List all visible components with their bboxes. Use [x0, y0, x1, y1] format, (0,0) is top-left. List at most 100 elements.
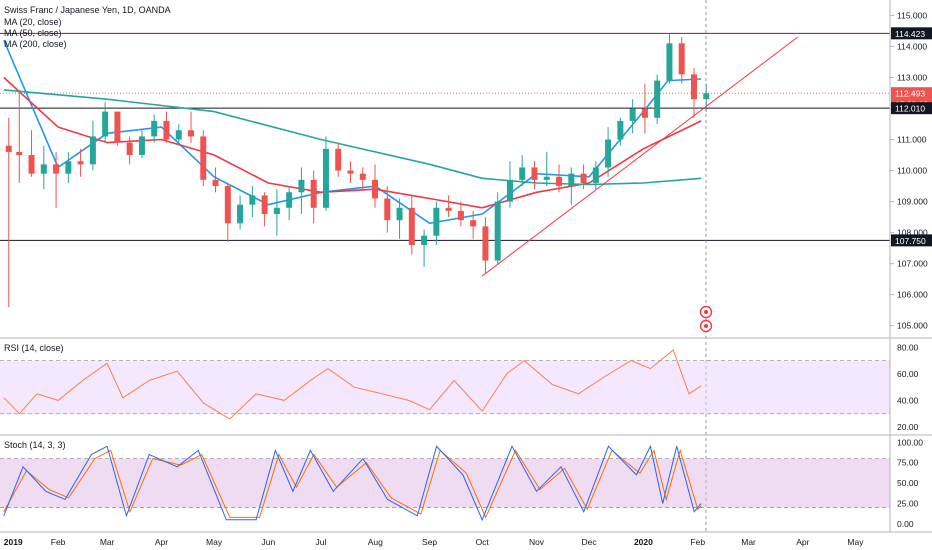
candle-body	[65, 161, 72, 174]
candle-body	[212, 179, 219, 187]
ma200-legend[interactable]: MA (200, close)	[4, 39, 67, 49]
candle-body	[237, 204, 244, 224]
time-axis[interactable]: 2019 Feb Mar Apr May Jun Jul Aug Sep Oct Nov Dec 202…	[4, 537, 864, 547]
trend-line[interactable]	[481, 36, 798, 277]
candle-body	[396, 207, 403, 221]
price-label: 114.423	[895, 29, 925, 39]
ma50-legend[interactable]: MA (50, close)	[4, 28, 62, 38]
price-label-box	[891, 27, 932, 40]
candle-body	[506, 179, 513, 202]
osc-tick-label: 20.00	[897, 422, 919, 432]
osc-tick-label: 80.00	[897, 342, 919, 352]
price-label: 107.750	[895, 236, 926, 246]
price-label-box	[891, 234, 932, 247]
time-tick-label: Jun	[262, 537, 276, 547]
axes	[0, 0, 932, 533]
candle-body	[138, 136, 145, 156]
ma20-legend[interactable]: MA (20, close)	[4, 17, 62, 27]
price-tick-label: 109.000	[897, 197, 928, 207]
candle-body	[359, 173, 366, 180]
candle-body	[531, 167, 538, 180]
candle-body	[335, 148, 342, 171]
candle-body	[175, 130, 182, 140]
price-tick-label: 115.000	[897, 10, 927, 20]
candle-body	[678, 43, 685, 75]
stoch-pane[interactable]: 100.00 75.00 50.00 25.00 0.00	[0, 437, 923, 529]
candle-body	[163, 120, 170, 140]
price-tick-label: 114.000	[897, 41, 927, 51]
candle-body	[28, 155, 35, 174]
osc-tick-label: 40.00	[897, 395, 919, 405]
time-tick-label: Aug	[368, 537, 383, 547]
time-tick-label: Sep	[422, 537, 437, 547]
time-tick-label: Oct	[476, 537, 490, 547]
time-tick-label: Feb	[690, 537, 705, 547]
candle-body	[457, 210, 464, 221]
candle-body	[372, 179, 379, 199]
candle-body	[519, 167, 526, 180]
osc-line	[3, 448, 702, 519]
candle-body	[249, 195, 256, 205]
horizontal-lines[interactable]	[0, 32, 890, 241]
osc-tick-label: 50.00	[897, 478, 919, 488]
price-label: 112.010	[895, 104, 925, 114]
osc-tick-label: 0.00	[897, 519, 914, 529]
candlesticks[interactable]	[5, 34, 710, 308]
candle-body	[543, 176, 550, 180]
time-tick-label: Feb	[51, 537, 66, 547]
candle-body	[188, 130, 195, 137]
candle-body	[568, 173, 575, 187]
candle-body	[310, 179, 317, 208]
candle-body	[617, 120, 624, 140]
candle-body	[433, 207, 440, 236]
candle-body	[40, 164, 47, 174]
time-tick-label: Apr	[155, 537, 168, 547]
candle-body	[53, 164, 60, 174]
candle-body	[151, 120, 158, 137]
candle-body	[482, 226, 489, 261]
price-tick-label: 111.000	[897, 135, 927, 145]
time-tick-label: Apr	[796, 537, 809, 547]
candle-body	[470, 220, 477, 227]
rsi-title[interactable]: RSI (14, close)	[4, 343, 64, 353]
candle-body	[273, 207, 280, 214]
time-tick-label: 2020	[634, 537, 653, 547]
candle-body	[200, 136, 207, 180]
time-tick-label: May	[847, 537, 864, 547]
candle-body	[592, 167, 599, 183]
price-pane[interactable]	[0, 0, 890, 532]
price-tick-label: 107.000	[897, 259, 928, 269]
candle-body	[690, 74, 697, 100]
time-tick-label: Nov	[529, 537, 545, 547]
event-icons[interactable]	[699, 305, 713, 333]
candle-body	[654, 80, 661, 118]
price-axis[interactable]: 115.000114.000113.000112.000111.000110.0…	[890, 10, 932, 331]
candle-body	[224, 186, 231, 224]
time-tick-label: May	[206, 537, 223, 547]
rsi-pane[interactable]: 80.00 60.00 40.00 20.00	[0, 342, 919, 432]
candle-body	[286, 192, 293, 208]
stoch-title[interactable]: Stoch (14, 3, 3)	[4, 440, 66, 450]
osc-tick-label: 75.00	[897, 458, 919, 468]
candle-body	[408, 207, 415, 246]
event-icon-dot	[703, 310, 708, 314]
band-fill	[0, 458, 890, 508]
candle-body	[77, 161, 84, 165]
candle-body	[384, 198, 391, 221]
candle-body	[494, 201, 501, 261]
candle-body	[261, 195, 268, 214]
price-label-box	[891, 87, 932, 100]
candle-body	[102, 111, 109, 137]
candle-body	[322, 148, 329, 208]
candle-body	[89, 136, 96, 165]
candle-body	[114, 111, 121, 143]
price-tick-label: 110.000	[897, 166, 927, 176]
band-fill	[0, 360, 890, 414]
candle-body	[666, 43, 673, 81]
candle-body	[5, 145, 12, 152]
time-tick-label: Mar	[741, 537, 756, 547]
moving-average-lines	[3, 39, 702, 225]
candle-body	[641, 108, 648, 118]
price-label-box	[891, 102, 932, 115]
